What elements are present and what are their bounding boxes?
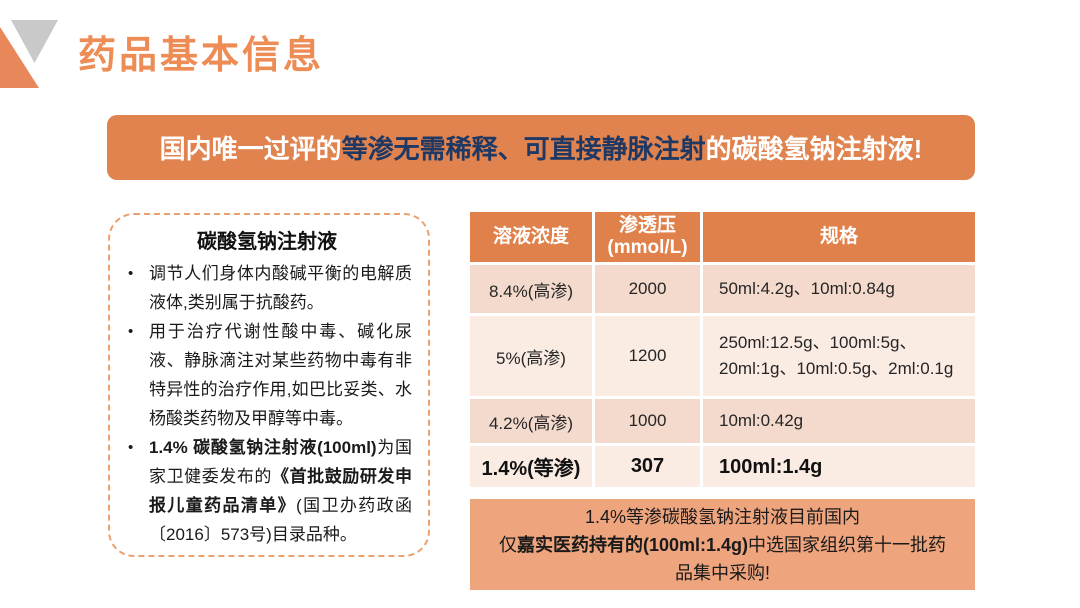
table-row: 4.2%(高渗) 1000 10ml:0.42g bbox=[470, 396, 975, 443]
drug-info-box: 碳酸氢钠注射液 调节人们身体内酸碱平衡的电解质液体,类别属于抗酸药。 用于治疗代… bbox=[108, 213, 430, 557]
bullet-3-regular-2: (国卫办药政函〔2016〕573号)目录品种。 bbox=[149, 496, 412, 544]
table-row-isotonic-highlight: 1.4%(等渗) 307 100ml:1.4g bbox=[470, 443, 975, 487]
drug-info-title: 碳酸氢钠注射液 bbox=[197, 231, 337, 253]
table-header-row: 溶液浓度 渗透压 (mmol/L) 规格 bbox=[470, 212, 975, 262]
cell-spec: 10ml:0.42g bbox=[700, 399, 975, 443]
cell-osmolality: 1200 bbox=[592, 316, 700, 396]
cell-concentration: 4.2%(高渗) bbox=[488, 413, 574, 433]
cell-concentration: 5%(高渗) bbox=[496, 348, 566, 368]
note-line-1: 1.4%等渗碳酸氢钠注射液目前国内 bbox=[584, 506, 861, 527]
banner-text-navy: 等渗无需稀释、可直接静脉注射 bbox=[341, 134, 706, 164]
table-row: 8.4%(高渗) 2000 50ml:4.2g、10ml:0.84g bbox=[470, 262, 975, 313]
header-cell-osmolality: 渗透压 (mmol/L) bbox=[592, 212, 700, 262]
bullet-item-1: 调节人们身体内酸碱平衡的电解质液体,类别属于抗酸药。 bbox=[122, 259, 412, 317]
table-row: 5%(高渗) 1200 250ml:12.5g、100ml:5g、20ml:1g… bbox=[470, 313, 975, 396]
note-line-2-regular-2: 中选国家组织第十一批药 bbox=[748, 534, 947, 555]
cell-osmolality: 1000 bbox=[592, 399, 700, 443]
header-osmolality-line1: 渗透压 bbox=[618, 215, 676, 236]
bullet-3-bold-2: 《首批鼓励研发申报儿童药品清单》 bbox=[149, 467, 412, 515]
cell-concentration: 8.4%(高渗) bbox=[488, 281, 574, 301]
cell-spec: 50ml:4.2g、10ml:0.84g bbox=[700, 265, 975, 313]
headline-banner: 国内唯一过评的 等渗无需稀释、可直接静脉注射 的碳酸氢钠注射液! bbox=[107, 115, 975, 180]
spec-table: 溶液浓度 渗透压 (mmol/L) 规格 8.4%(高渗) 2000 50ml:… bbox=[470, 212, 975, 487]
cell-osmolality: 307 bbox=[592, 446, 700, 487]
header-osmolality-line2: (mmol/L) bbox=[607, 237, 688, 258]
note-line-2-bold: 嘉实医药持有的(100ml:1.4g) bbox=[516, 534, 749, 555]
bullet-item-2: 用于治疗代谢性酸中毒、碱化尿液、静脉滴注对某些药物中毒有非特异性的治疗作用,如巴… bbox=[122, 317, 412, 433]
bullet-item-3: 1.4% 碳酸氢钠注射液(100ml)为国家卫健委发布的《首批鼓励研发申报儿童药… bbox=[122, 433, 412, 549]
bullet-3-regular-1: 为国家卫健委发布的 bbox=[149, 438, 413, 486]
bullet-3-bold-1: 1.4% 碳酸氢钠注射液(100ml) bbox=[149, 438, 377, 457]
drug-info-bullet-list: 调节人们身体内酸碱平衡的电解质液体,类别属于抗酸药。 用于治疗代谢性酸中毒、碱化… bbox=[122, 259, 412, 549]
cell-concentration: 1.4%(等渗) bbox=[481, 458, 581, 480]
header-cell-concentration: 溶液浓度 bbox=[492, 226, 569, 247]
header-cell-spec: 规格 bbox=[700, 212, 975, 262]
page-title: 药品基本信息 bbox=[78, 35, 325, 77]
procurement-note-box: 1.4%等渗碳酸氢钠注射液目前国内 仅嘉实医药持有的(100ml:1.4g)中选… bbox=[470, 499, 975, 590]
cell-spec: 100ml:1.4g bbox=[700, 446, 975, 487]
note-line-2: 仅嘉实医药持有的(100ml:1.4g)中选国家组织第十一批药 bbox=[499, 531, 946, 559]
cell-osmolality: 2000 bbox=[592, 265, 700, 313]
note-line-2-regular-1: 仅 bbox=[498, 534, 517, 555]
banner-text-white-1: 国内唯一过评的 bbox=[159, 134, 342, 164]
banner-text-white-2: 的碳酸氢钠注射液! bbox=[705, 134, 923, 164]
bullet-1-text: 调节人们身体内酸碱平衡的电解质液体,类别属于抗酸药。 bbox=[149, 264, 412, 312]
cell-spec: 250ml:12.5g、100ml:5g、20ml:1g、10ml:0.5g、2… bbox=[700, 316, 975, 396]
note-line-3: 品集中采购! bbox=[674, 562, 770, 583]
bullet-2-text: 用于治疗代谢性酸中毒、碱化尿液、静脉滴注对某些药物中毒有非特异性的治疗作用,如巴… bbox=[149, 322, 412, 428]
